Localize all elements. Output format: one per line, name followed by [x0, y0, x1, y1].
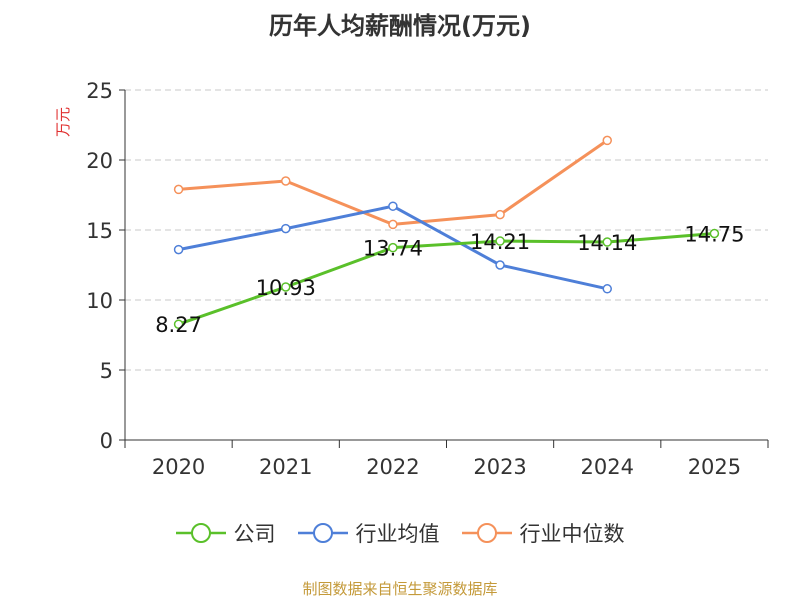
data-point: [388, 242, 398, 253]
data-point: [173, 184, 184, 195]
data-label: 10.93: [256, 276, 316, 300]
series-line: [178, 232, 715, 326]
data-point: [281, 282, 291, 292]
data-label: 8.27: [155, 313, 202, 337]
data-point: [495, 260, 505, 270]
chart-title: 历年人均薪酬情况(万元): [269, 12, 531, 40]
data-labels: 8.27 10.93 13.74 14.21 14.14 14.75: [155, 223, 744, 338]
data-label: 14.21: [470, 230, 530, 254]
y-tick-label: 5: [100, 359, 113, 383]
data-point: [281, 176, 291, 186]
data-point: [173, 244, 184, 255]
legend-swatch-marker: [476, 523, 497, 543]
legend-swatch: [297, 523, 348, 543]
legend-label: 行业均值: [355, 522, 440, 546]
series-line: [178, 139, 609, 226]
legend-label: 行业中位数: [519, 522, 625, 546]
legend-swatch: [461, 523, 512, 543]
x-tick-label: 2021: [259, 455, 312, 479]
series-lines: [173, 135, 720, 329]
legend-item[interactable]: 公司: [175, 518, 276, 548]
x-tick-label: 2024: [581, 455, 634, 479]
y-tick-label: 20: [86, 149, 113, 173]
legend-item[interactable]: 行业均值: [297, 518, 440, 548]
legend-swatch: [175, 523, 226, 543]
source-note: 制图数据来自恒生聚源数据库: [302, 580, 498, 598]
data-point: [602, 284, 612, 294]
legend: 公司 行业均值 行业中位数: [0, 518, 800, 548]
legend-swatch-marker: [312, 523, 333, 543]
data-point: [281, 223, 291, 234]
x-tick-label: 2025: [688, 455, 741, 479]
y-axis-title: 万元: [54, 107, 72, 137]
data-label: 13.74: [363, 237, 423, 261]
data-point: [602, 135, 612, 146]
legend-swatch-marker: [190, 523, 211, 543]
data-label: 14.14: [577, 231, 637, 255]
y-tick-label: 10: [86, 289, 113, 313]
data-point: [602, 237, 612, 247]
data-point: [495, 236, 505, 246]
y-tick-label: 25: [86, 79, 113, 103]
legend-label: 公司: [233, 522, 276, 546]
x-tick-label: 2022: [366, 455, 419, 479]
grid-lines: [125, 89, 768, 371]
legend-item[interactable]: 行业中位数: [461, 518, 625, 548]
data-point: [388, 219, 398, 230]
y-tick-label: 15: [86, 219, 113, 243]
data-label: 14.75: [684, 223, 744, 247]
data-point: [495, 209, 505, 220]
x-tick-label: 2020: [152, 455, 205, 479]
x-tick-label: 2023: [473, 455, 526, 479]
data-point: [709, 228, 720, 239]
data-point: [388, 201, 398, 211]
y-tick-label: 0: [100, 429, 113, 453]
data-point: [173, 319, 184, 329]
